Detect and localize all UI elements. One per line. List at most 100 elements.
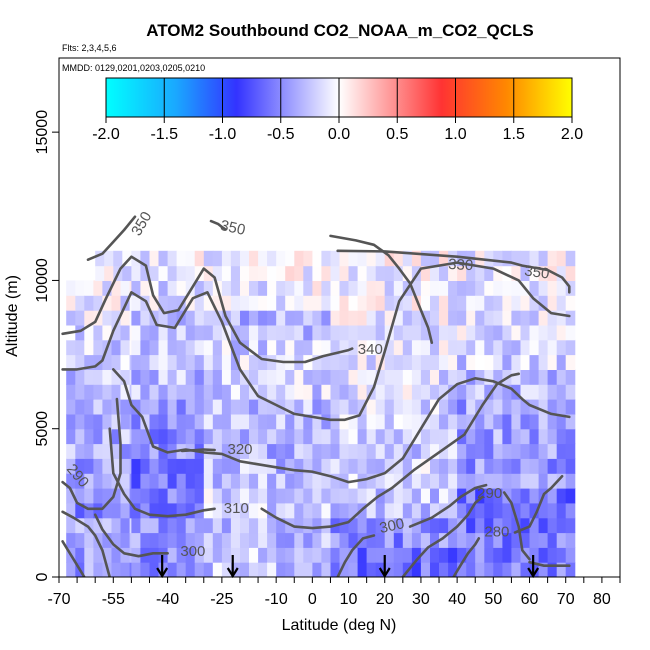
heatmap-cell — [240, 354, 250, 370]
heatmap-cell — [249, 354, 259, 370]
heatmap-cell — [140, 502, 150, 519]
heatmap-cell — [285, 384, 295, 400]
heatmap-cell — [339, 532, 350, 548]
heatmap-cell — [393, 399, 404, 415]
heatmap-cell — [547, 399, 558, 415]
heatmap-cell — [484, 324, 494, 341]
heatmap-cell — [502, 384, 512, 400]
heatmap-cell — [84, 384, 94, 400]
heatmap-cell — [303, 488, 313, 504]
heatmap-cell — [538, 473, 549, 489]
heatmap-cell — [466, 428, 476, 445]
heatmap-cell — [102, 280, 112, 296]
heatmap-cell — [538, 324, 549, 341]
heatmap-cell — [339, 310, 350, 326]
colorbar-ticks: -2.0 -1.5 -1.0 -0.5 0.0 0.5 1.0 1.5 2.0 — [92, 78, 583, 143]
heatmap-cell — [393, 458, 404, 474]
heatmap-cell — [529, 310, 540, 326]
heatmap-cell — [538, 547, 549, 563]
heatmap-cell — [547, 562, 558, 577]
heatmap-cell — [457, 354, 467, 370]
heatmap-cell — [230, 339, 241, 356]
heatmap-cell — [212, 324, 223, 341]
heatmap-cell — [411, 413, 422, 430]
heatmap-cell — [556, 339, 567, 356]
heatmap-cell — [276, 295, 286, 311]
heatmap-cell — [502, 339, 512, 356]
heatmap-cell — [312, 339, 322, 356]
heatmap-cell — [285, 428, 295, 445]
heatmap-cell — [339, 443, 350, 459]
heatmap-cell — [547, 443, 558, 459]
heatmap-cell — [267, 502, 277, 519]
heatmap-cell — [185, 532, 196, 548]
heatmap-cell — [75, 532, 85, 548]
heatmap-cell — [285, 324, 295, 341]
heatmap-cell — [420, 428, 431, 445]
heatmap-cell — [303, 295, 313, 311]
heatmap-cell — [375, 310, 386, 326]
heatmap-cell — [93, 324, 103, 341]
heatmap-cell — [75, 488, 85, 504]
heatmap-cell — [240, 250, 250, 267]
heatmap-cell — [294, 280, 304, 296]
heatmap-cell — [457, 280, 467, 296]
heatmap-cell — [393, 310, 404, 326]
heatmap-cell — [120, 517, 131, 534]
heatmap-cell — [149, 265, 160, 281]
heatmap-cell — [294, 295, 304, 311]
heatmap-cell — [538, 562, 549, 577]
heatmap-cell — [212, 413, 223, 430]
colorbar-tick-label: -0.5 — [267, 126, 295, 143]
heatmap-cell — [520, 488, 531, 504]
y-tick-label: 0 — [34, 572, 51, 581]
heatmap-cell — [258, 354, 268, 370]
heatmap-cell — [366, 324, 377, 341]
contour-line — [260, 372, 520, 530]
heatmap-cell — [84, 324, 94, 341]
heatmap-cell — [203, 250, 214, 267]
heatmap-cell — [249, 443, 259, 459]
heatmap-cell — [384, 488, 395, 504]
heatmap-cell — [457, 547, 467, 563]
heatmap-cell — [466, 280, 476, 296]
heatmap-cell — [420, 310, 431, 326]
heatmap-cell — [120, 413, 131, 430]
heatmap-cell — [131, 413, 141, 430]
heatmap-cell — [556, 384, 567, 400]
heatmap-cell — [439, 399, 449, 415]
heatmap-cell — [203, 473, 214, 489]
heatmap-cell — [258, 428, 268, 445]
heatmap-cell — [457, 517, 467, 534]
heatmap-cell — [348, 384, 359, 400]
heatmap-cell — [511, 369, 521, 385]
heatmap-cell — [384, 384, 395, 400]
heatmap-cell — [84, 532, 94, 548]
heatmap-cell — [484, 488, 494, 504]
heatmap-cell — [448, 280, 458, 296]
heatmap-cell — [276, 280, 286, 296]
heatmap-cell — [357, 280, 368, 296]
heatmap-cell — [258, 517, 268, 534]
heatmap-cell — [230, 354, 241, 370]
heatmap-cell — [457, 339, 467, 356]
heatmap-cell — [330, 399, 341, 415]
heatmap-cell — [466, 517, 476, 534]
heatmap-cell — [158, 473, 169, 489]
heatmap-cell — [111, 280, 122, 296]
heatmap-cell — [185, 428, 196, 445]
heatmap-cell — [249, 532, 259, 548]
heatmap-cell — [565, 428, 576, 445]
heatmap-cell — [357, 369, 368, 385]
heatmap-cell — [303, 310, 313, 326]
heatmap-cell — [240, 399, 250, 415]
heatmap-cell — [357, 295, 368, 311]
heatmap-cell — [520, 562, 531, 577]
heatmap-cell — [475, 369, 485, 385]
heatmap-cell — [84, 428, 94, 445]
contour-label: 350 — [128, 209, 155, 239]
heatmap-cell — [430, 502, 440, 519]
heatmap-cell — [149, 413, 160, 430]
heatmap-cell — [158, 399, 169, 415]
heatmap-cell — [230, 532, 241, 548]
